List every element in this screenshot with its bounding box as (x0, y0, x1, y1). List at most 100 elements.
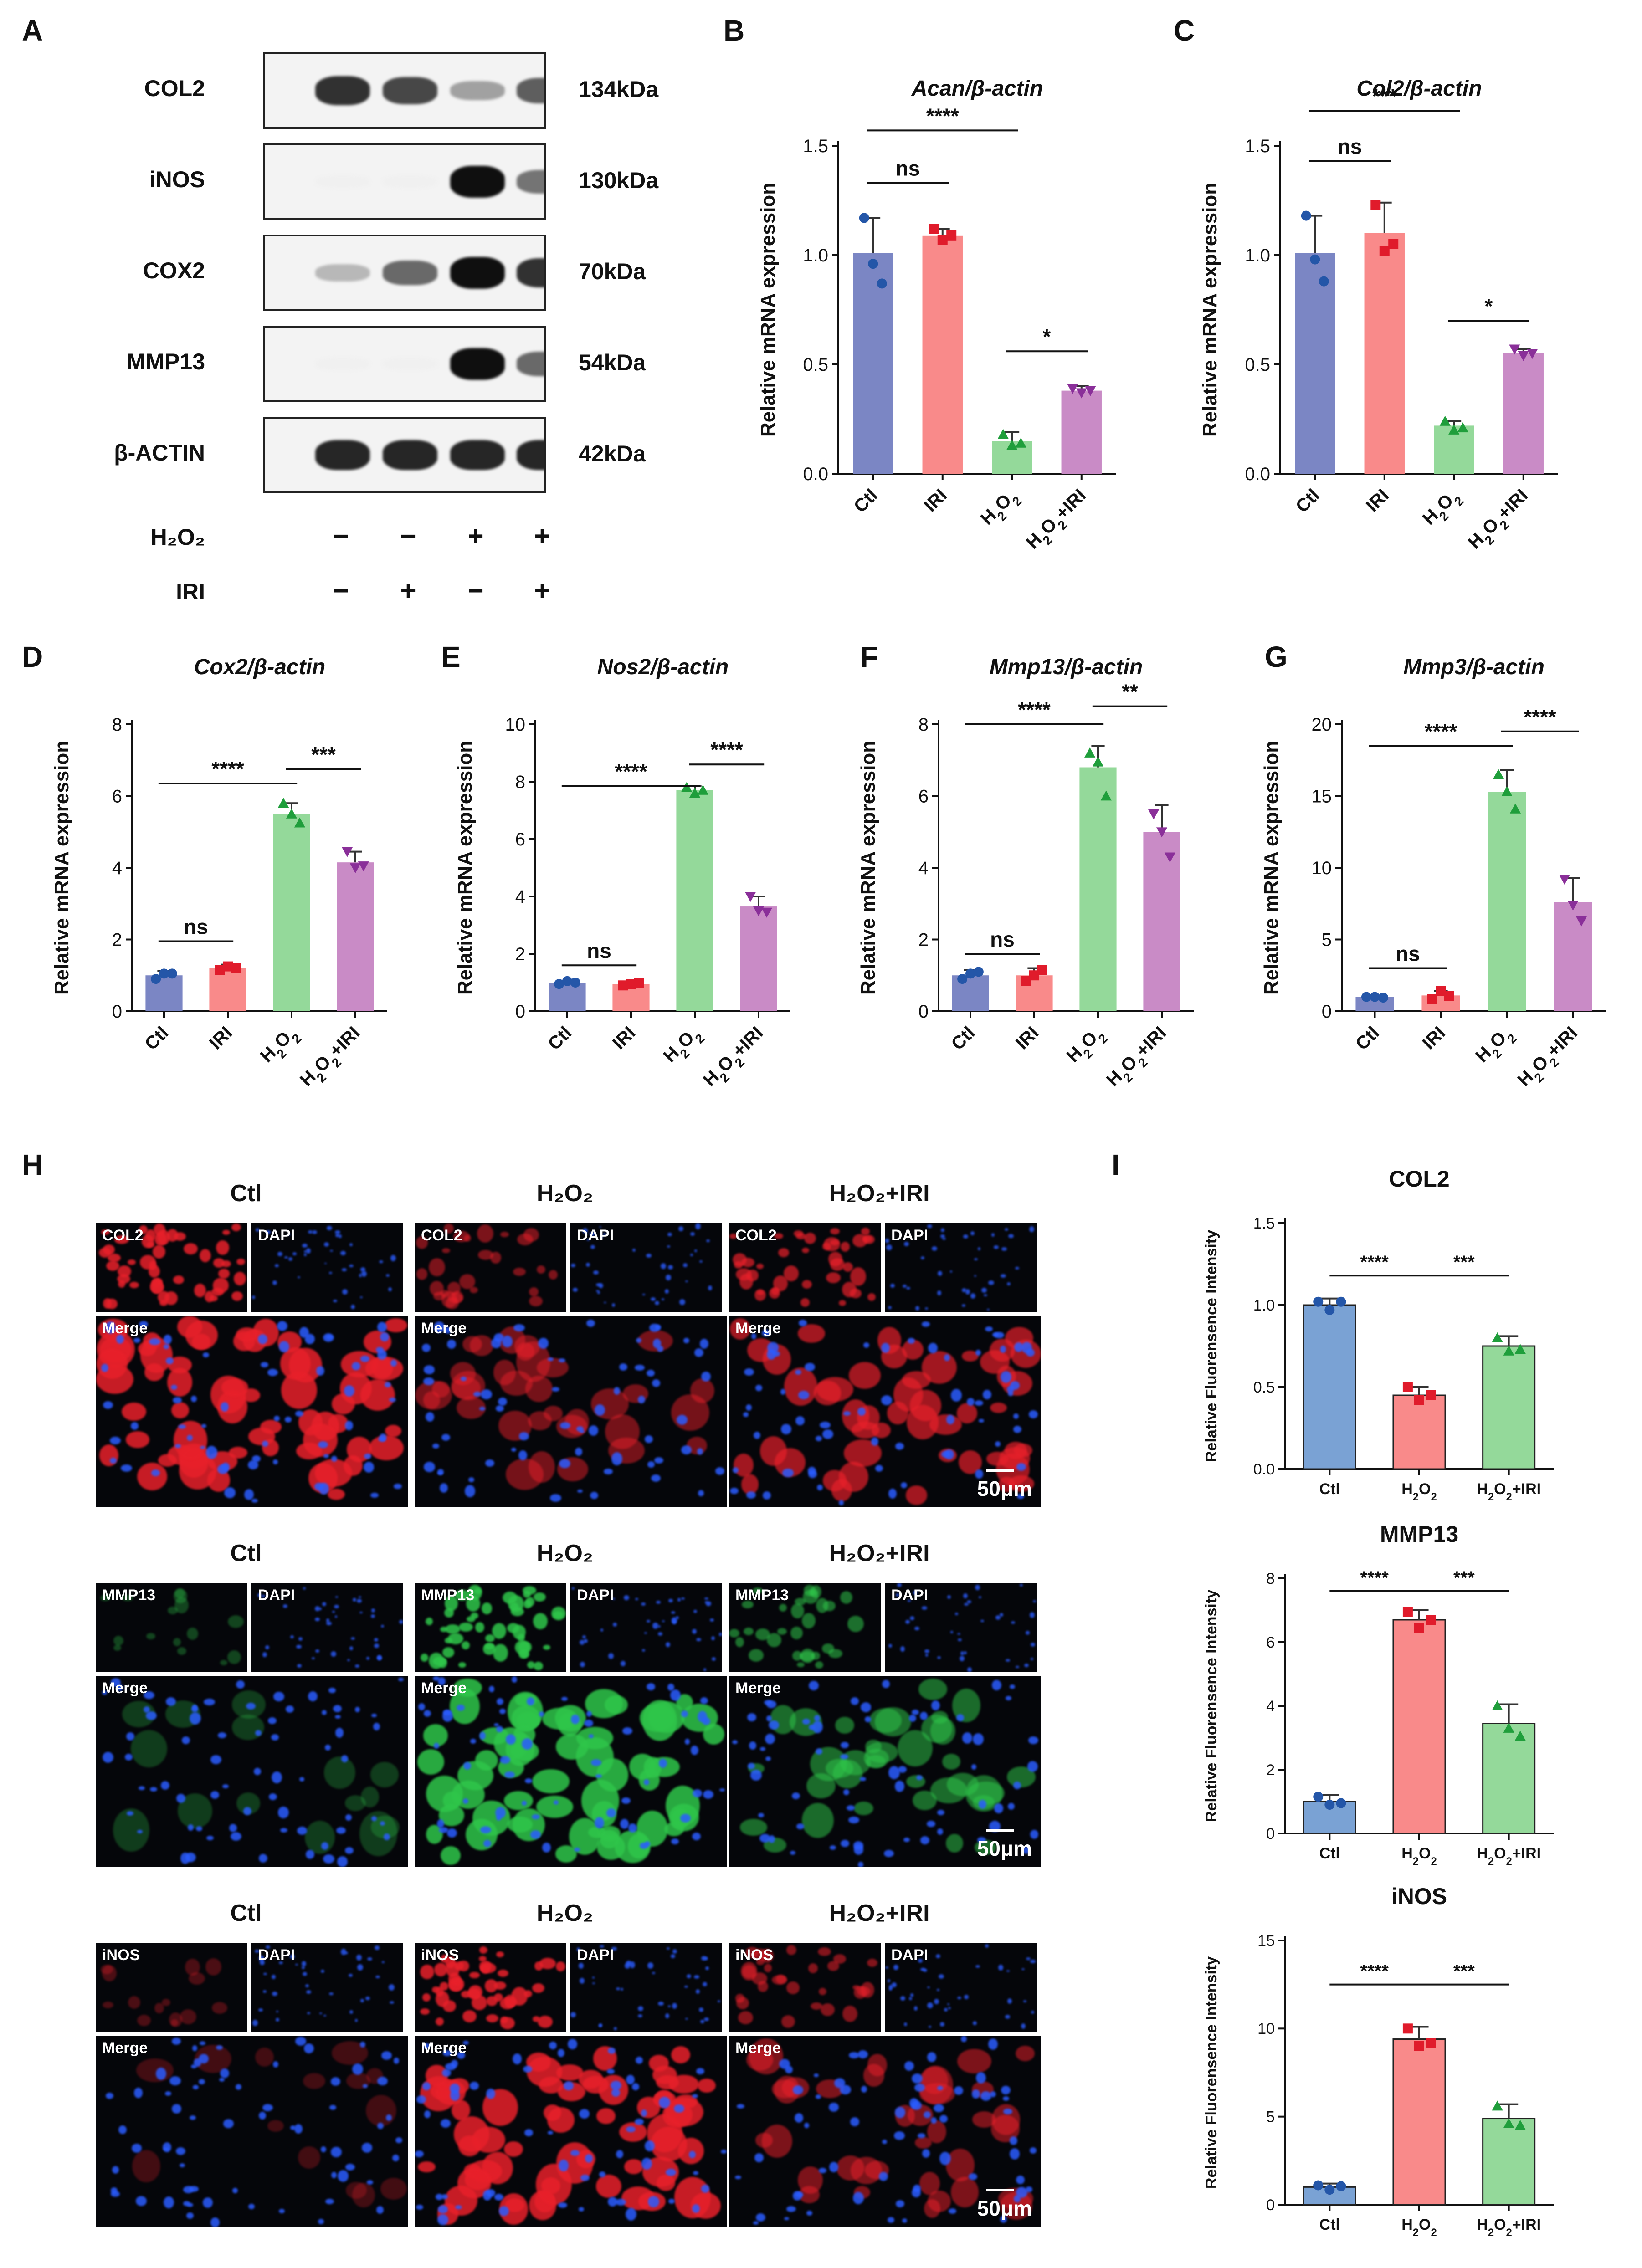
cell-signal (604, 1302, 606, 1303)
cell-signal (759, 1834, 770, 1843)
y-axis-label: Relative mRNA expression (51, 741, 73, 995)
y-tick-label: 2 (1266, 1761, 1275, 1779)
tick-text: H (660, 1043, 683, 1066)
cell-signal (1030, 1612, 1035, 1618)
cell-signal (616, 2150, 623, 2158)
cell-signal (193, 2085, 199, 2089)
cell-signal (392, 2155, 399, 2161)
cell-signal (174, 1588, 185, 1598)
cell-signal (337, 1856, 348, 1867)
y-tick-label: 6 (112, 787, 122, 807)
cell-signal (603, 1233, 606, 1235)
data-point (1006, 440, 1018, 450)
cell-signal (360, 1999, 364, 2002)
cell-signal (599, 2171, 605, 2177)
cell-signal (830, 1240, 839, 1245)
bar (952, 975, 989, 1011)
cell-signal (361, 1271, 367, 1277)
cell-signal (418, 1703, 425, 1710)
data-point (1514, 1730, 1526, 1741)
cell-signal (429, 1258, 445, 1276)
blot-strip (263, 235, 546, 311)
cell-signal (666, 1275, 671, 1280)
cell-signal (798, 1324, 825, 1343)
y-tick-label: 4 (515, 887, 525, 907)
data-point (957, 974, 968, 984)
cell-signal (359, 1596, 361, 1598)
cell-signal (937, 2086, 943, 2090)
cell-signal (666, 1642, 670, 1647)
cell-signal (439, 1827, 448, 1833)
cell-signal (306, 1850, 314, 1859)
cell-signal (667, 1233, 672, 1236)
cell-signal (110, 1437, 121, 1444)
cell-signal (262, 1595, 265, 1597)
cell-signal (493, 1360, 516, 1385)
cell-signal (556, 1961, 565, 1971)
cell-signal (659, 2097, 670, 2108)
data-point (1084, 747, 1096, 758)
cell-signal (1031, 1643, 1035, 1647)
cell-signal (668, 1599, 673, 1602)
cell-signal (297, 1827, 307, 1835)
cell-signal (423, 1377, 434, 1385)
cell-signal (696, 1989, 700, 1994)
y-axis-label: Relative mRNA expression (857, 741, 879, 995)
data-point (1492, 1700, 1503, 1710)
cell-signal (611, 2081, 621, 2090)
blot-kda-label: 134kDa (579, 77, 659, 102)
cell-signal (1008, 1803, 1015, 1810)
data-point (1336, 2181, 1346, 2191)
cell-signal (416, 2095, 426, 2104)
if-marker-image: MMP13 (415, 1583, 566, 1672)
cell-signal (905, 1620, 910, 1624)
cell-signal (925, 1654, 928, 1657)
cell-signal (448, 1633, 463, 1644)
cell-signal (450, 1362, 476, 1385)
cell-signal (900, 1996, 905, 2001)
cell-signal (273, 2061, 278, 2068)
significance-label: * (1485, 294, 1493, 318)
cell-signal (511, 1987, 528, 2006)
cell-signal (206, 1836, 214, 1840)
cell-signal (266, 1230, 271, 1234)
cell-signal (267, 1369, 278, 1376)
cell-signal (188, 1824, 194, 1831)
cell-signal (299, 1777, 304, 1782)
cell-signal (344, 1952, 348, 1954)
cell-signal (711, 1636, 715, 1640)
cell-signal (224, 1487, 236, 1498)
cell-signal (589, 1425, 598, 1436)
cell-signal (920, 1968, 925, 1971)
cell-signal (144, 1691, 154, 1699)
cell-signal (200, 1446, 205, 1449)
cell-signal (218, 1732, 226, 1738)
cell-signal (692, 1629, 697, 1634)
cell-signal (494, 1333, 504, 1342)
cell-signal (964, 1651, 967, 1654)
x-tick-label: Ctl (1352, 1023, 1383, 1054)
cell-signal (323, 2015, 326, 2017)
chart-title: COL2 (1389, 1166, 1449, 1192)
tick-text: +IRI (1512, 1480, 1541, 1498)
cell-signal (918, 1679, 947, 1700)
cell-signal (605, 1695, 628, 1714)
cell-signal (534, 1662, 543, 1670)
tick-text: +IRI (1512, 1845, 1541, 1862)
cell-signal (323, 1854, 334, 1864)
data-point (1402, 1382, 1413, 1392)
cell-signal (861, 1702, 871, 1712)
cell-signal (766, 1715, 772, 1721)
cell-signal (494, 1981, 506, 1990)
cell-signal (122, 1595, 133, 1601)
cell-signal (1007, 1282, 1011, 1285)
cell-signal (652, 1623, 658, 1629)
tick-text: H (1103, 1067, 1126, 1090)
bar (676, 790, 713, 1011)
cell-signal (441, 1434, 450, 1441)
tick-text: H (1401, 1845, 1413, 1862)
cell-signal (499, 1709, 506, 1714)
tick-subscript: 2 (1413, 2227, 1419, 2239)
cell-signal (436, 2194, 443, 2200)
tick-text: +IRI (1543, 1023, 1581, 1061)
